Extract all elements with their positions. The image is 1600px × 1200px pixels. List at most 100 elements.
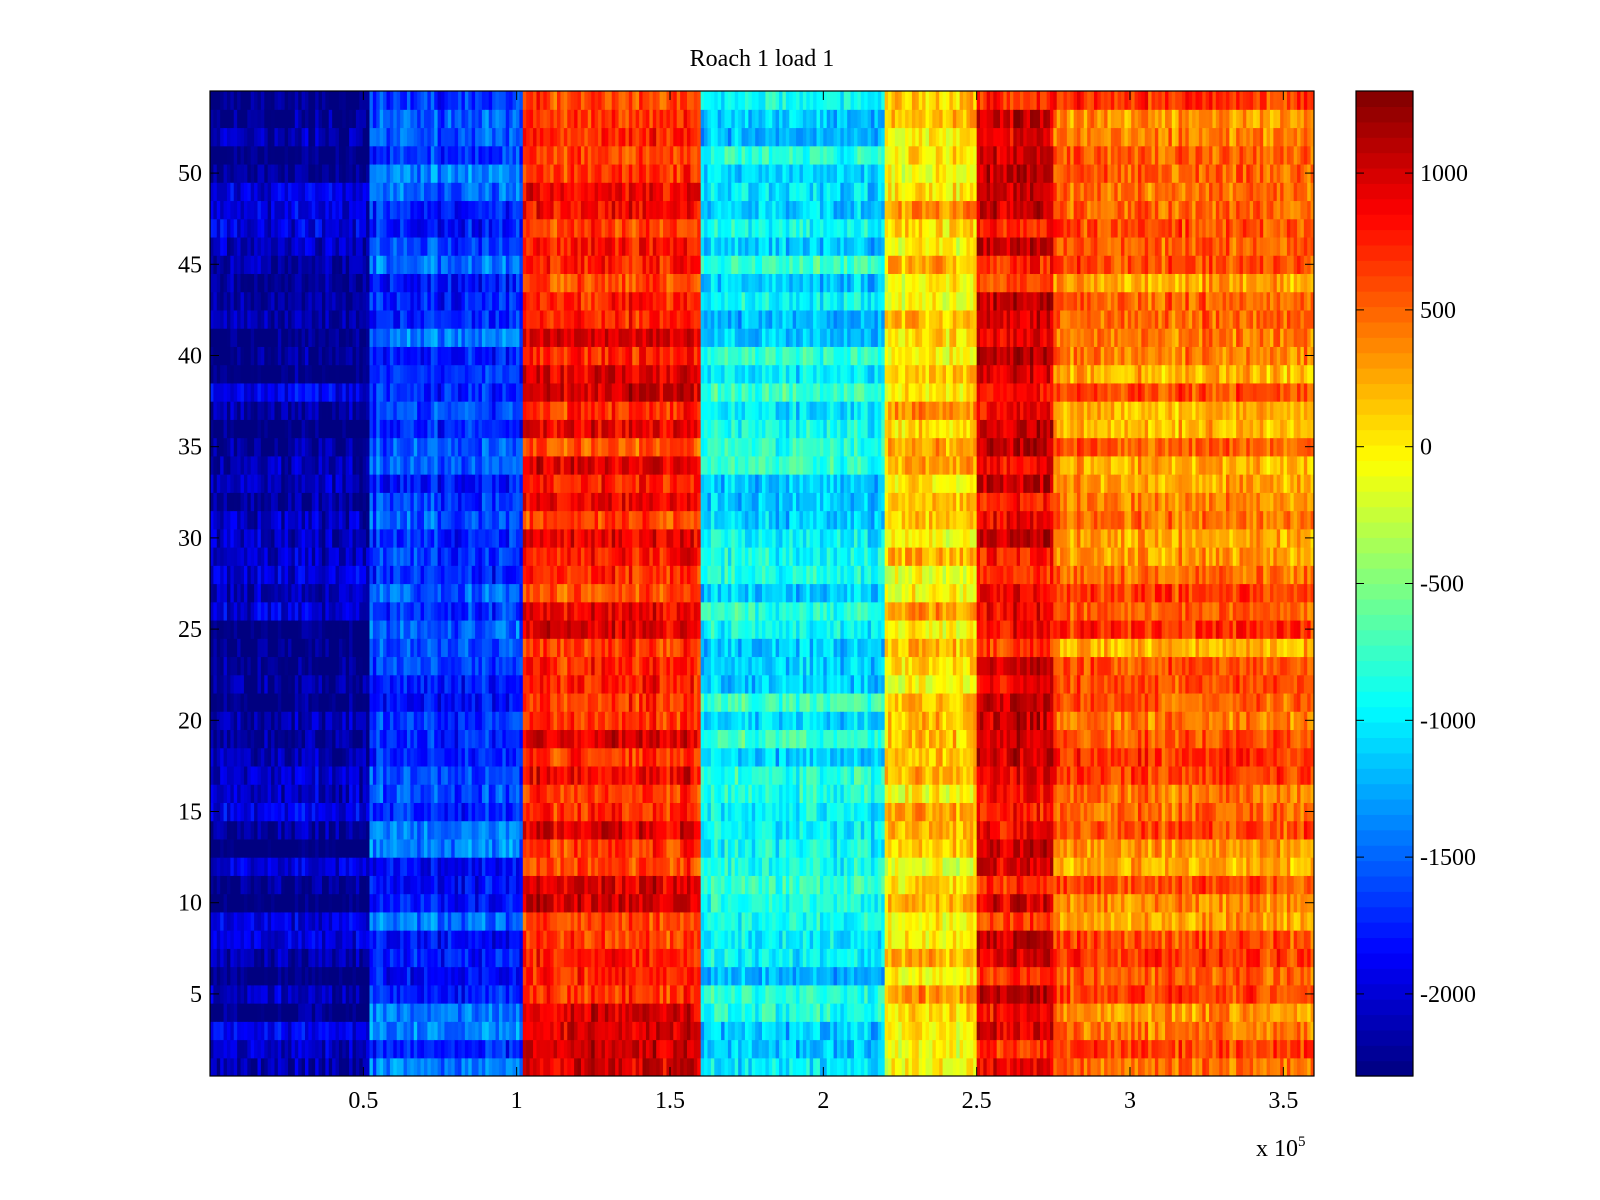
- heatmap-cell: [264, 857, 269, 876]
- heatmap-cell: [213, 182, 218, 202]
- heatmap-cell: [522, 619, 527, 639]
- heatmap-cell: [451, 966, 456, 986]
- heatmap-cell: [318, 492, 323, 512]
- heatmap-cell: [458, 747, 463, 767]
- heatmap-cell: [492, 857, 497, 876]
- heatmap-cell: [311, 474, 316, 493]
- heatmap-cell: [441, 182, 446, 202]
- heatmap-cell: [355, 893, 360, 913]
- heatmap-cell: [247, 218, 252, 238]
- heatmap-cell: [423, 711, 428, 731]
- heatmap-cell: [325, 966, 330, 986]
- heatmap-cell: [492, 875, 497, 895]
- heatmap-cell: [277, 857, 282, 876]
- heatmap-cell: [396, 1003, 401, 1022]
- heatmap-cell: [386, 492, 391, 512]
- heatmap-cell: [220, 510, 225, 530]
- heatmap-cell: [318, 765, 323, 785]
- heatmap-cell: [386, 583, 391, 603]
- heatmap-cell: [509, 474, 514, 493]
- heatmap-cell: [210, 474, 214, 493]
- heatmap-cell: [458, 619, 463, 639]
- heatmap-cell: [284, 309, 289, 329]
- heatmap-cell: [355, 656, 360, 676]
- heatmap-cell: [502, 930, 507, 949]
- heatmap-cell: [502, 1039, 507, 1059]
- heatmap-cell: [522, 656, 527, 676]
- heatmap-cell: [441, 364, 446, 384]
- heatmap-cell: [277, 875, 282, 895]
- heatmap-cell: [485, 930, 490, 949]
- heatmap-cell: [250, 401, 255, 420]
- heatmap-cell: [362, 382, 367, 402]
- heatmap-cell: [335, 747, 340, 767]
- heatmap-cell: [325, 455, 330, 475]
- heatmap-cell: [515, 528, 520, 548]
- heatmap-cell: [359, 729, 364, 749]
- heatmap-cell: [338, 401, 343, 420]
- heatmap-cell: [328, 401, 333, 420]
- heatmap-cell: [345, 182, 350, 202]
- heatmap-cell: [369, 1003, 374, 1022]
- heatmap-cell: [362, 857, 367, 876]
- heatmap-cell: [406, 1039, 411, 1059]
- heatmap-cell: [321, 437, 326, 457]
- heatmap-cell: [277, 601, 282, 621]
- heatmap-cell: [464, 200, 469, 220]
- heatmap-cell: [475, 346, 480, 366]
- heatmap-cell: [441, 966, 446, 986]
- heatmap-cell: [430, 474, 435, 493]
- heatmap-cell: [478, 729, 483, 749]
- heatmap-cell: [403, 656, 408, 676]
- heatmap-cell: [396, 182, 401, 202]
- heatmap-cell: [301, 692, 306, 712]
- heatmap-cell: [362, 328, 367, 347]
- heatmap-cell: [359, 528, 364, 548]
- heatmap-cell: [325, 747, 330, 767]
- heatmap-cell: [240, 109, 245, 129]
- heatmap-cell: [301, 966, 306, 986]
- heatmap-cell: [515, 711, 520, 731]
- heatmap-cell: [451, 857, 456, 876]
- heatmap-cell: [430, 911, 435, 931]
- heatmap-cell: [413, 692, 418, 712]
- heatmap-cell: [250, 200, 255, 220]
- heatmap-cell: [257, 1057, 262, 1076]
- heatmap-cell: [488, 1039, 493, 1059]
- heatmap-cell: [332, 346, 337, 366]
- heatmap-cell: [420, 601, 425, 621]
- heatmap-cell: [393, 930, 398, 949]
- heatmap-cell: [505, 1057, 510, 1076]
- heatmap-cell: [464, 127, 469, 147]
- heatmap-cell: [383, 984, 388, 1004]
- heatmap-cell: [437, 656, 442, 676]
- heatmap-cell: [298, 182, 303, 202]
- heatmap-cell: [335, 656, 340, 676]
- heatmap-cell: [271, 455, 276, 475]
- heatmap-cell: [471, 455, 476, 475]
- heatmap-cell: [264, 91, 269, 110]
- heatmap-cell: [454, 948, 459, 968]
- heatmap-cell: [271, 930, 276, 949]
- heatmap-cell: [406, 619, 411, 639]
- heatmap-cell: [434, 364, 439, 384]
- heatmap-cell: [349, 820, 354, 840]
- heatmap-cell: [481, 455, 486, 475]
- heatmap-cell: [338, 182, 343, 202]
- heatmap-cell: [389, 711, 394, 731]
- heatmap-cell: [505, 911, 510, 931]
- heatmap-cell: [417, 984, 422, 1004]
- heatmap-cell: [485, 711, 490, 731]
- heatmap-cell: [386, 930, 391, 949]
- heatmap-cell: [475, 309, 480, 329]
- heatmap-cell: [240, 127, 245, 147]
- heatmap-cell: [311, 328, 316, 347]
- heatmap-cell: [403, 273, 408, 293]
- heatmap-cell: [481, 510, 486, 530]
- heatmap-cell: [454, 601, 459, 621]
- heatmap-cell: [475, 163, 480, 183]
- heatmap-cell: [451, 638, 456, 658]
- heatmap-cell: [427, 930, 432, 949]
- heatmap-cell: [400, 273, 405, 293]
- heatmap-cell: [366, 401, 371, 420]
